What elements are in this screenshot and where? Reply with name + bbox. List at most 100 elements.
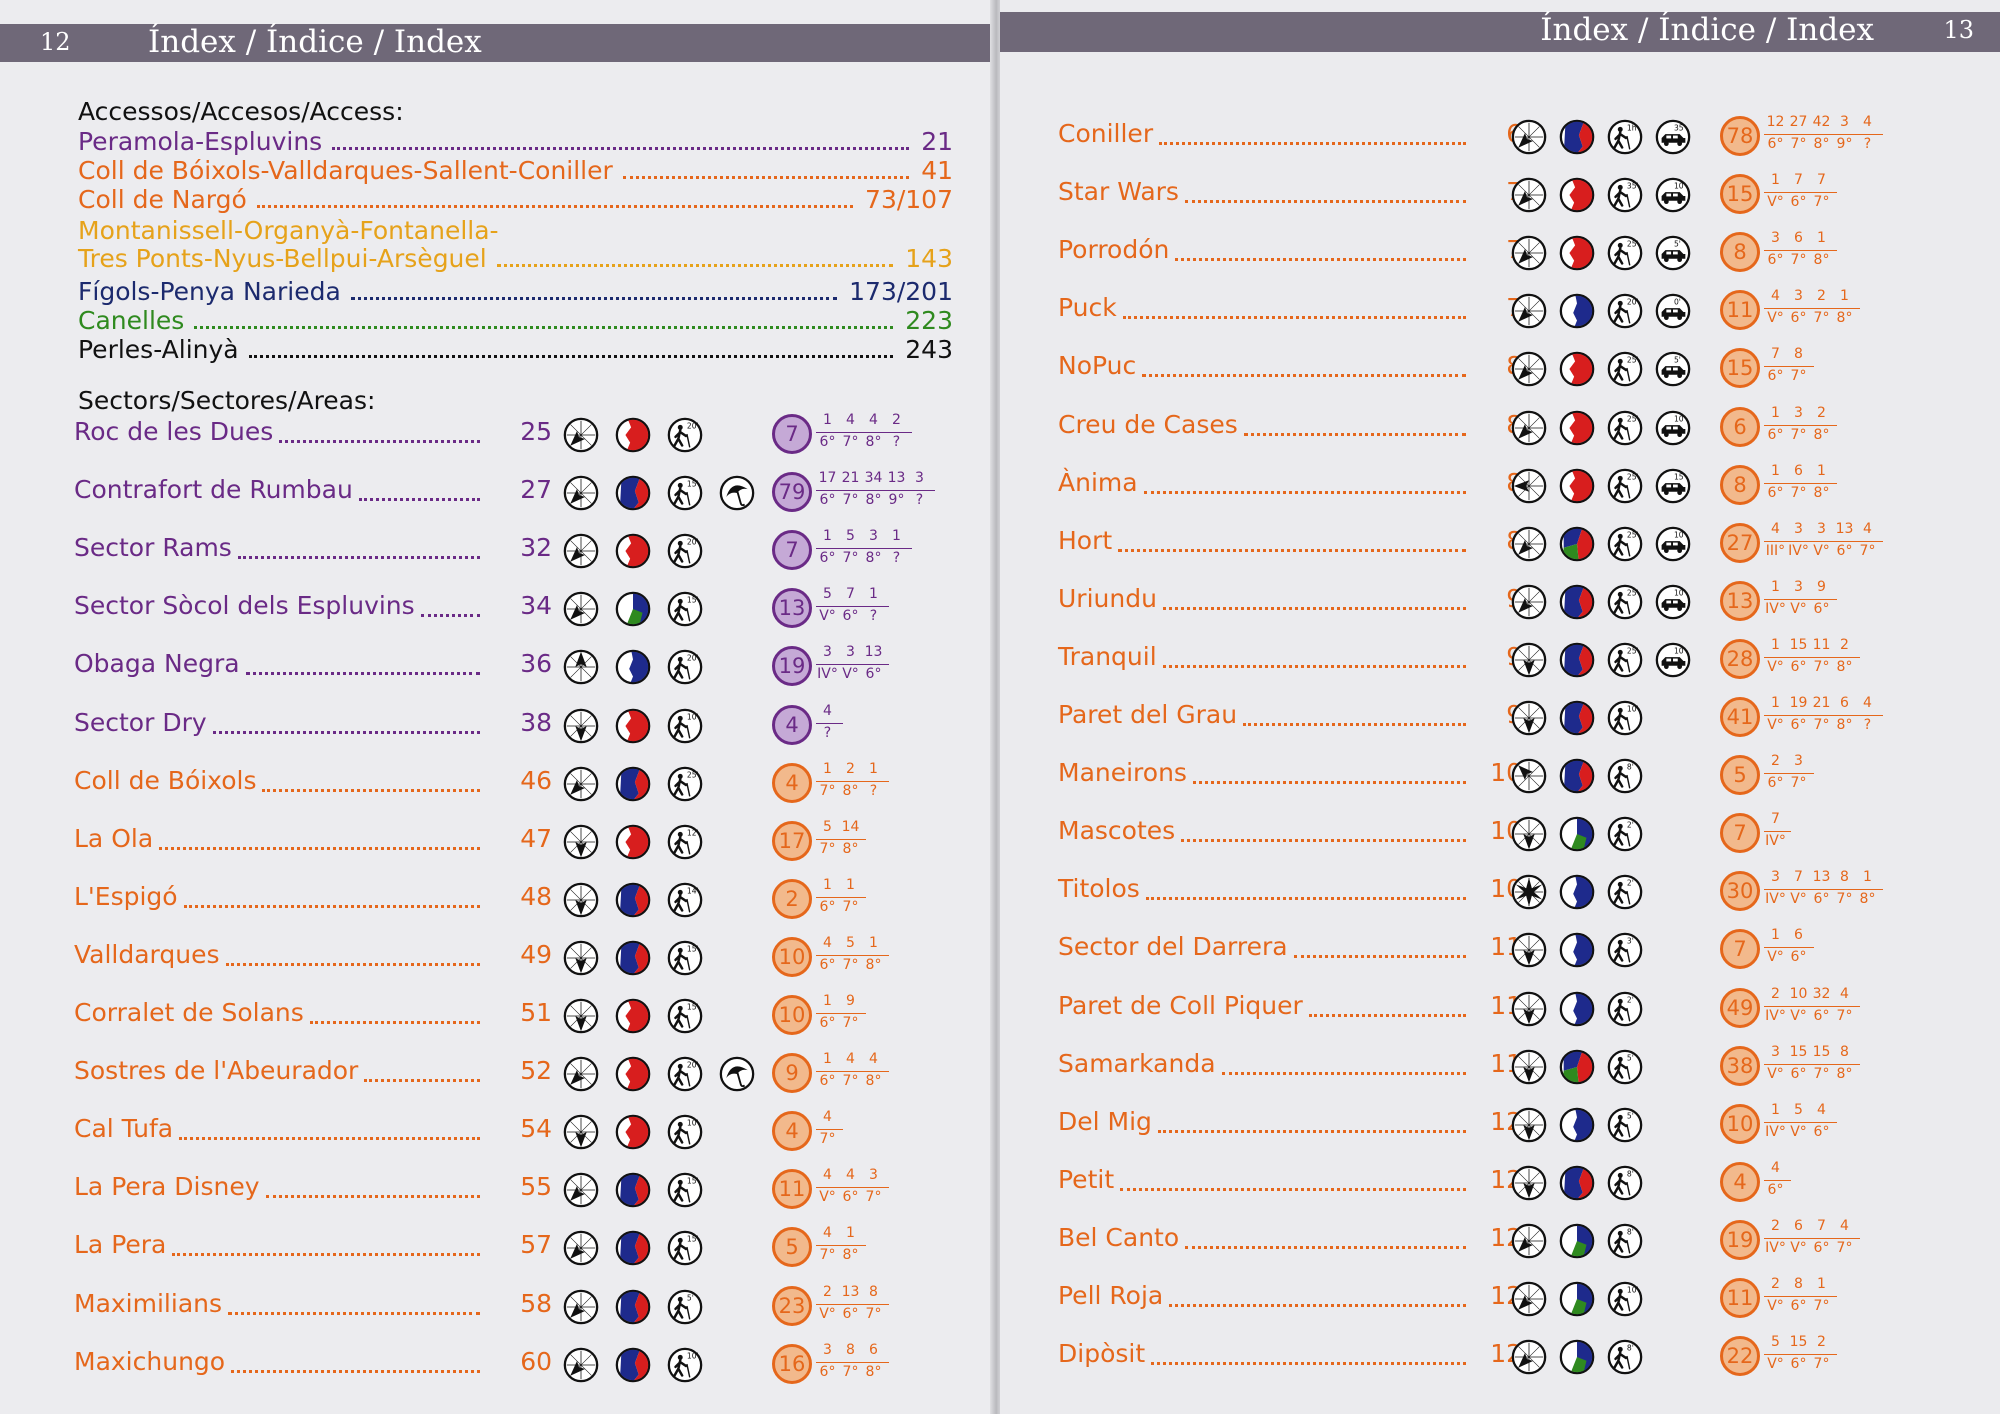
access-name: Peramola-Espluvins [78,127,323,156]
grade-labels: IV° V° 6° [1764,601,1833,617]
orientation-compass-icon [1510,350,1548,392]
svg-text:1h: 1h [1627,123,1637,132]
grade-label: 6° [842,608,859,625]
sector-row[interactable]: Paret de Coll Piquer1122'49210324IV°V°6°… [1058,986,1978,1036]
sector-row[interactable]: Valldarques 49 15' 10 4 5 1 6° 7° 8° [74,935,974,985]
grade-labels: IV° [1764,833,1787,849]
access-name: Coll de Bóixols-Valldarques-Sallent-Coni… [78,156,613,185]
sector-row[interactable]: La Ola 47 12' 17 5 14 7° 8° [74,819,974,869]
grade-label: 7° [1790,484,1807,501]
route-count: 1 [1863,869,1872,886]
sector-row[interactable]: La Pera 57 15' 5 4 1 7° 8° [74,1225,974,1275]
grade-label: 8° [1836,310,1853,327]
leader-dots [228,1311,480,1315]
sector-row[interactable]: Corralet de Solans 51 15' 10 1 9 6° 7° [74,993,974,1043]
grade-divider [1764,1354,1837,1356]
access-row[interactable]: Peramola-Espluvins 21 [78,128,953,156]
grade-label: ? [869,782,878,799]
access-row[interactable]: Tres Ponts-Nyus-Bellpui-Arsèguel 143 [78,245,953,273]
route-count: 1 [823,528,832,545]
route-count: 4 [1863,695,1872,711]
sector-row[interactable]: Coll de Bóixols 46 25' 4 1 2 1 7° 8°? [74,761,974,811]
sector-row[interactable]: Cal Tufa 54 10' 4 4 7° [74,1109,974,1159]
grade-label: 6° [1790,1298,1807,1314]
route-total-badge: 15 [1720,174,1760,215]
grade-label: 6° [1790,658,1807,675]
route-count: 2 [1771,985,1780,1002]
route-count: 3 [1794,753,1803,770]
sector-row[interactable]: La Pera Disney 55 15' 11 4 4 3 V° 6° 7° [74,1167,974,1217]
grade-label: 8° [1859,891,1876,908]
grade-labels: V° 6° 7° 8° [1764,659,1856,675]
sector-row[interactable]: Sector Dry 38 10' 4 4? [74,703,974,753]
grade-label: IV° [1765,1007,1786,1024]
sector-row[interactable]: Roc de les Dues 25 20' 7 1 4 4 2 6° 7° 8°? [74,412,974,462]
grade-label: IV° [1765,891,1786,908]
sector-row[interactable]: Petit1228'446° [1058,1160,1978,1210]
right-header-bar: Índex / Índice / Index 13 [1000,12,2000,52]
sector-name: Coniller [1058,119,1154,148]
rock-type-icon [1558,525,1596,567]
route-count: 3 [1794,404,1803,421]
grade-divider [1764,598,1837,600]
access-row[interactable]: Perles-Alinyà 243 [78,336,953,364]
grade-labels: 6° 7° 8° [1764,427,1833,443]
sector-row[interactable]: Maximilians 58 5' 23 2 13 8 V° 6° 7° [74,1284,974,1334]
access-row[interactable]: Canelles 223 [78,307,953,335]
sector-name: Sector del Darrera [1058,932,1288,962]
leader-dots [1243,723,1466,726]
sector-row[interactable]: Maxichungo 60 10' 16 3 8 6 6° 7° 8° [74,1342,974,1392]
sector-row[interactable]: Sector Sòcol dels Espluvins 34 15' 13 5 7 1 V° 6… [74,586,974,636]
grade-labels: V° 6° 7° [1764,1298,1833,1314]
rock-type-icon [614,1113,652,1155]
grade-label: V° [1767,194,1784,211]
leader-dots [1118,548,1466,552]
route-count: 15 [1789,636,1808,653]
svg-text:25': 25' [1627,472,1639,481]
approach-walk-icon: 25' [666,765,704,807]
sector-row[interactable]: Sostres de l'Abeurador 52 20' 9 1 4 4 6° 7° 8° [74,1051,974,1101]
access-row[interactable]: Coll de Bóixols-Valldarques-Sallent-Coni… [78,157,953,185]
grade-label: 6° [1813,1007,1830,1024]
grade-label: 7° [1813,1356,1830,1373]
sector-row[interactable]: Sector Rams 32 20' 7 1 5 3 1 6° 7° 8°? [74,528,974,578]
access-row[interactable]: Fígols-Penya Narieda 173/201 [78,278,953,306]
sector-row[interactable]: Contrafort de Rumbau 27 15' 79 17 21 34 13 3 6° 7°… [74,470,974,520]
access-row[interactable]: Coll de Nargó 73/107 [78,186,953,214]
rock-type-icon [1558,467,1596,509]
grade-label: 6° [819,434,836,450]
svg-text:10': 10' [1674,530,1686,539]
route-counts: 12 27 42 3 4 [1764,114,1879,130]
approach-walk-icon: 25' [1606,409,1644,451]
svg-text:5': 5' [687,1293,694,1302]
grade-label: V° [1790,1239,1807,1256]
sector-row[interactable]: Obaga Negra 36 20' 19 3 3 13 IV° V° 6° [74,644,974,694]
svg-text:10': 10' [687,712,699,721]
sector-row[interactable]: L'Espigó 48 14' 2 1 1 6° 7° [74,877,974,927]
grade-label: 8° [842,1247,859,1264]
route-count: 34 [864,470,883,487]
